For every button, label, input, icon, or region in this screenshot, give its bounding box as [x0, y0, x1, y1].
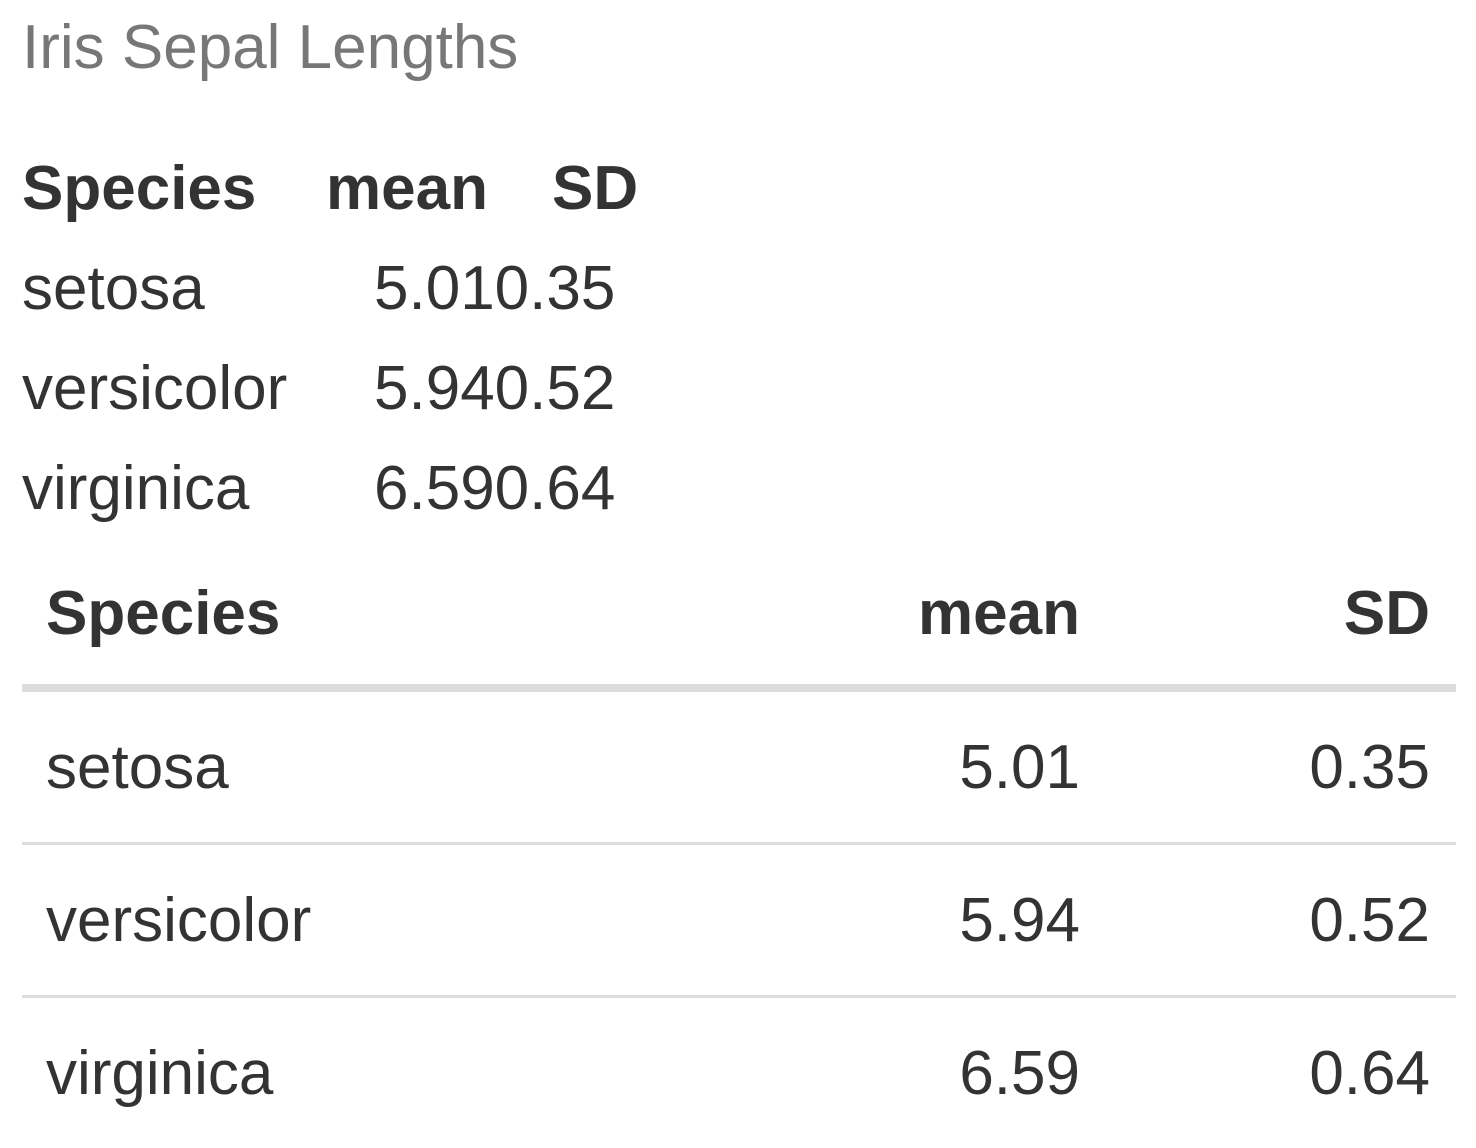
- table-row: setosa 5.01 0.35: [22, 692, 1456, 845]
- compact-header-species: Species: [22, 154, 257, 223]
- compact-cell-values: 6.590.64: [374, 454, 616, 523]
- cell-mean: 5.01: [959, 733, 1080, 802]
- compact-cell-species: virginica: [22, 454, 250, 523]
- compact-cell-values: 5.010.35: [374, 254, 616, 323]
- cell-mean: 5.94: [959, 886, 1080, 955]
- cell-sd: 0.64: [1309, 1039, 1430, 1108]
- styled-header-species: Species: [46, 579, 281, 648]
- cell-sd: 0.52: [1309, 886, 1430, 955]
- compact-header-mean: mean: [326, 154, 488, 223]
- styled-header-mean: mean: [918, 579, 1080, 648]
- table-caption: Iris Sepal Lengths: [22, 13, 519, 82]
- styled-header-row: Species mean SD: [22, 560, 1456, 692]
- compact-cell-values: 5.940.52: [374, 354, 616, 423]
- table-row: versicolor 5.94 0.52: [22, 845, 1456, 998]
- cell-sd: 0.35: [1309, 733, 1430, 802]
- table-row: virginica 6.59 0.64: [22, 998, 1456, 1148]
- styled-header-sd: SD: [1343, 579, 1430, 648]
- cell-species: virginica: [46, 1039, 274, 1108]
- cell-species: setosa: [46, 733, 229, 802]
- cell-species: versicolor: [46, 886, 312, 955]
- cell-mean: 6.59: [959, 1039, 1080, 1108]
- styled-table: Species mean SD setosa 5.01 0.35 versico…: [22, 560, 1456, 1148]
- compact-cell-species: setosa: [22, 254, 205, 323]
- compact-cell-species: versicolor: [22, 354, 288, 423]
- compact-header-sd: SD: [552, 154, 639, 223]
